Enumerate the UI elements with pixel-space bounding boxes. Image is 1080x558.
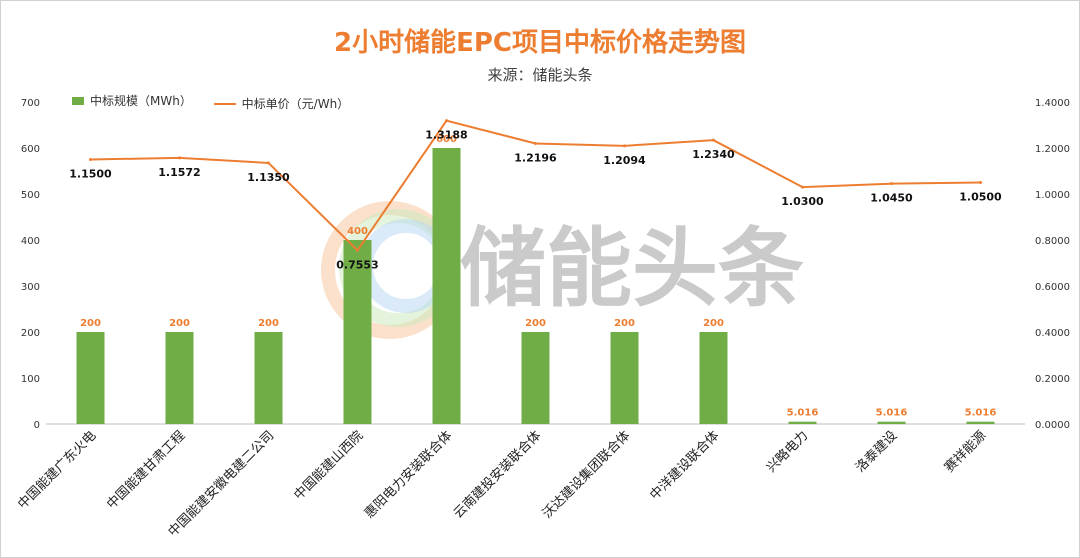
bar-data-label: 600 — [436, 134, 457, 145]
bar — [76, 332, 105, 424]
bar — [610, 332, 639, 424]
bar — [877, 421, 906, 424]
line-point — [979, 181, 982, 184]
bar-data-label: 5.016 — [876, 408, 908, 419]
line-data-label: 1.0300 — [781, 195, 824, 208]
category-label: 中洋建设联合体 — [647, 428, 722, 503]
y-right-tick-label: 0.2000 — [1035, 374, 1070, 385]
y-left-tick-label: 700 — [21, 98, 40, 109]
y-right-tick-label: 0.4000 — [1035, 328, 1070, 339]
legend-line-swatch — [213, 102, 236, 105]
category-label: 中国能建广东火电 — [15, 428, 99, 512]
bar-data-label: 200 — [614, 318, 635, 329]
line-point — [89, 158, 92, 161]
line-data-label: 1.0450 — [870, 192, 913, 205]
y-right-tick-label: 0.6000 — [1035, 282, 1070, 293]
bar-data-label: 200 — [258, 318, 279, 329]
y-right-tick-label: 1.2000 — [1035, 144, 1070, 155]
bar-data-label: 200 — [80, 318, 101, 329]
legend-bar-swatch — [72, 96, 84, 105]
line-point — [801, 185, 804, 189]
line-point — [178, 156, 181, 160]
line-data-label: 0.7553 — [336, 258, 378, 271]
line-data-label: 1.0500 — [959, 191, 1002, 204]
line-data-label: 1.1350 — [247, 171, 290, 184]
line-data-label: 1.2196 — [514, 151, 557, 164]
category-label: 兴略电力 — [763, 428, 811, 476]
y-right-tick-label: 1.4000 — [1035, 98, 1070, 109]
line-data-label: 1.2094 — [603, 154, 646, 167]
y-right-tick-label: 0.0000 — [1035, 420, 1070, 431]
chart-title: 2小时储能EPC项目中标价格走势图 — [334, 28, 746, 58]
category-label: 赛祥能源 — [941, 428, 989, 476]
category-label: 洛泰建设 — [853, 428, 900, 475]
y-right-tick-label: 1.0000 — [1035, 190, 1070, 201]
chart-subtitle: 来源：储能头条 — [487, 66, 593, 84]
bar-data-label: 5.016 — [965, 408, 997, 419]
category-label: 惠阳电力安装联合体 — [362, 428, 455, 521]
y-left-tick-label: 300 — [21, 282, 40, 293]
y-left-tick-label: 200 — [21, 328, 40, 339]
bar — [254, 332, 283, 424]
line-point — [534, 141, 537, 145]
bar-data-label: 5.016 — [787, 408, 819, 419]
bar — [343, 240, 372, 424]
legend: 中标规模（MWh） 中标单价（元/Wh） — [72, 92, 367, 112]
bar-data-label: 200 — [525, 318, 546, 329]
category-label: 沃达建设集团联合体 — [539, 428, 633, 522]
bar — [788, 421, 817, 424]
y-left-tick-label: 100 — [21, 374, 40, 385]
line-point — [890, 182, 893, 186]
line-point — [445, 119, 448, 123]
line-point — [356, 248, 359, 252]
line-data-label: 1.1500 — [69, 168, 112, 181]
bar — [966, 421, 995, 424]
legend-bar-label: 中标规模（MWh） — [90, 94, 192, 108]
bar-data-label: 400 — [347, 226, 368, 237]
category-label: 中国能建山西院 — [291, 428, 366, 503]
y-left-tick-label: 600 — [21, 144, 40, 155]
y-left-tick-label: 500 — [21, 190, 40, 201]
category-label: 中国能建安徽电建二公司 — [166, 428, 278, 540]
category-label: 中国能建甘肃工程 — [104, 428, 188, 512]
legend-line-label: 中标单价（元/Wh） — [241, 97, 350, 111]
bar — [521, 332, 550, 424]
legend-item-bar: 中标规模（MWh） — [72, 92, 192, 109]
category-label: 云南建投安装联合体 — [450, 428, 544, 522]
line-point — [712, 138, 715, 142]
bar — [165, 332, 194, 424]
y-left-tick-label: 0 — [34, 420, 40, 431]
y-right-tick-label: 0.8000 — [1035, 236, 1070, 247]
line-data-label: 1.3188 — [425, 129, 467, 142]
legend-item-line: 中标单价（元/Wh） — [213, 95, 350, 112]
bar-data-label: 200 — [703, 318, 724, 329]
line-data-label: 1.2340 — [692, 148, 735, 161]
bar — [432, 148, 461, 424]
watermark-text: 储能头条 — [460, 219, 804, 319]
line-data-label: 1.1572 — [158, 166, 200, 179]
y-left-tick-label: 400 — [21, 236, 40, 247]
line-point — [623, 144, 626, 148]
line-point — [267, 161, 270, 165]
bar — [699, 332, 728, 424]
bar-data-label: 200 — [169, 318, 190, 329]
